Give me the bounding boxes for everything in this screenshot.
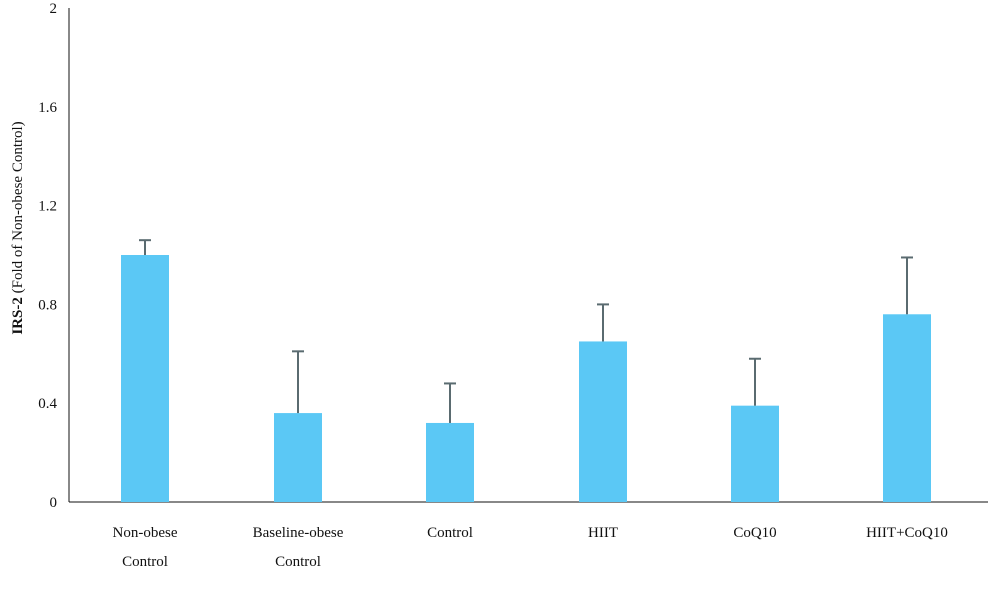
x-tick-labels: Non-obese Control Baseline-obese Control Con… bbox=[113, 525, 948, 570]
x-tick-label-line: Control bbox=[427, 525, 473, 541]
x-tick-label: Non-obese Control bbox=[113, 525, 178, 570]
x-tick-label: Control bbox=[427, 525, 473, 541]
x-tick-label-line: Control bbox=[275, 554, 321, 570]
bar bbox=[426, 422, 474, 502]
y-tick-label: 1.2 bbox=[38, 199, 57, 215]
x-tick-label-line: Non-obese bbox=[113, 525, 178, 541]
error-bars bbox=[139, 239, 913, 423]
y-tick-label: 0.4 bbox=[38, 396, 57, 412]
y-tick-label: 0 bbox=[50, 495, 58, 511]
bars bbox=[121, 255, 931, 502]
x-tick-label-line: CoQ10 bbox=[733, 525, 776, 541]
x-tick-label: HIIT bbox=[588, 525, 618, 541]
x-tick-label-line: Control bbox=[122, 554, 168, 570]
bar bbox=[579, 341, 627, 502]
y-tick-labels: 0 0.4 0.8 1.2 1.6 2 bbox=[38, 1, 57, 511]
y-axis-title-bold: IRS-2 bbox=[10, 297, 26, 335]
x-tick-label-line: Baseline-obese bbox=[253, 525, 344, 541]
x-tick-label-line: HIIT+CoQ10 bbox=[866, 525, 948, 541]
bar bbox=[121, 255, 169, 502]
bar bbox=[883, 314, 931, 502]
y-tick-label: 1.6 bbox=[38, 100, 57, 116]
y-tick-label: 0.8 bbox=[38, 297, 57, 313]
bar bbox=[274, 413, 322, 502]
y-axis-title-rest: (Fold of Non-obese Control) bbox=[10, 121, 26, 297]
bar bbox=[731, 405, 779, 502]
x-tick-label-line: HIIT bbox=[588, 525, 618, 541]
x-tick-label: CoQ10 bbox=[733, 525, 776, 541]
x-tick-label: Baseline-obese Control bbox=[253, 525, 344, 570]
y-tick-label: 2 bbox=[50, 1, 58, 17]
y-axis: 0 0.4 0.8 1.2 1.6 2 IRS-2 (Fold of Non-obese … bbox=[10, 1, 70, 511]
x-tick-label: HIIT+CoQ10 bbox=[866, 525, 948, 541]
y-axis-title: IRS-2 (Fold of Non-obese Control) bbox=[10, 121, 26, 334]
